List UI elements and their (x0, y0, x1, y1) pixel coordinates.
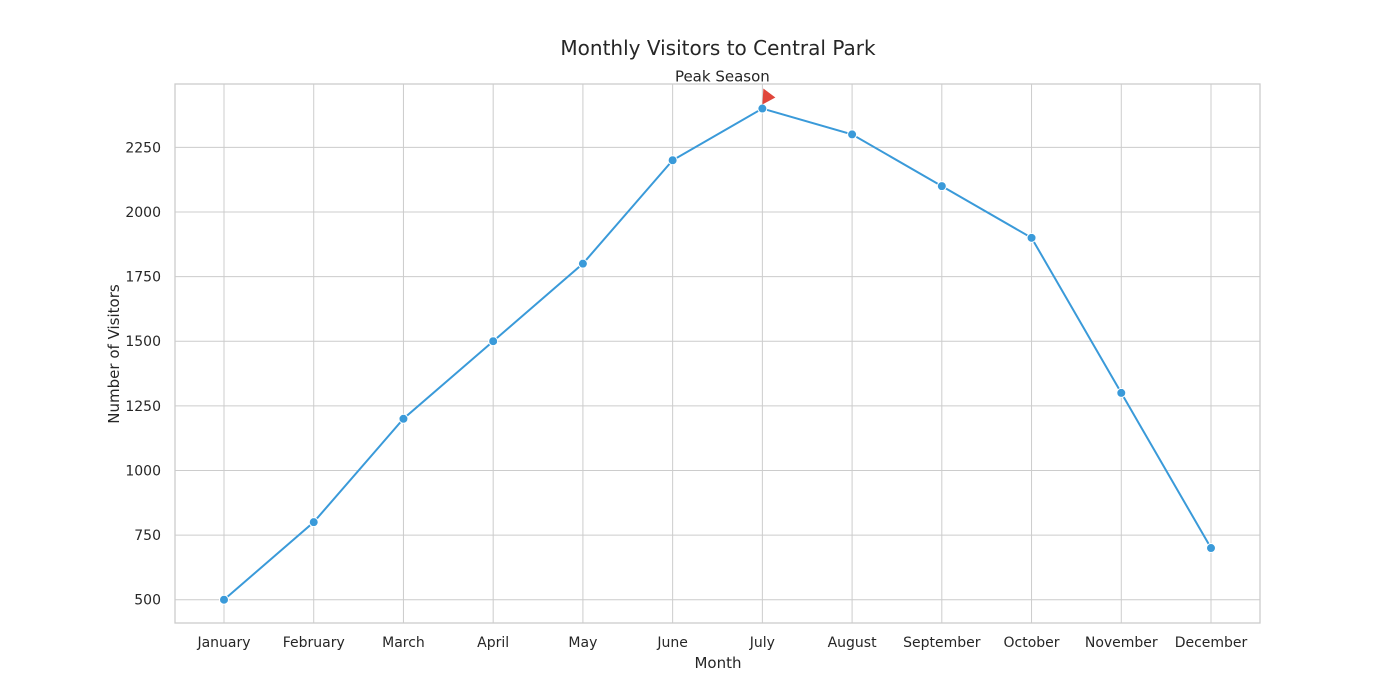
x-tick-label: September (903, 635, 981, 651)
x-tick-label: December (1175, 635, 1248, 651)
y-axis-label: Number of Visitors (105, 284, 123, 424)
x-tick-label: February (283, 635, 345, 651)
y-tick-label: 500 (134, 593, 161, 609)
x-tick-labels: January February March April May June July Augu… (196, 635, 1247, 651)
x-tick-label: April (477, 635, 509, 651)
data-point (1026, 232, 1037, 243)
y-tick-label: 1250 (125, 399, 161, 415)
data-point (1206, 543, 1216, 554)
data-point (847, 129, 858, 140)
x-tick-label: July (749, 635, 775, 651)
annotation-label: Peak Season (675, 68, 770, 86)
x-tick-label: June (656, 635, 688, 651)
data-points (219, 103, 1216, 605)
data-point (219, 594, 229, 605)
x-tick-label: August (828, 635, 878, 651)
y-tick-label: 1500 (125, 334, 161, 350)
chart-title: Monthly Visitors to Central Park (560, 36, 876, 60)
annotation: Peak Season (675, 68, 776, 105)
x-tick-label: October (1004, 635, 1060, 651)
data-point (577, 258, 588, 269)
series-line (223, 107, 1212, 601)
data-point (488, 336, 499, 347)
data-point (936, 181, 947, 192)
x-tick-label: March (382, 635, 425, 651)
x-tick-label: May (568, 635, 597, 651)
x-axis-label: Month (694, 654, 741, 672)
data-point (667, 155, 678, 166)
x-tick-label: January (196, 635, 250, 651)
data-point (1116, 387, 1127, 398)
y-tick-label: 1750 (125, 270, 161, 286)
data-point (308, 517, 319, 528)
data-point (398, 413, 409, 424)
x-tick-label: November (1085, 635, 1158, 651)
y-tick-label: 2250 (125, 140, 161, 156)
y-tick-labels: 500 750 1000 1250 1500 1750 2000 2250 (125, 140, 161, 608)
y-tick-label: 2000 (125, 205, 161, 221)
data-point (757, 103, 768, 114)
plot-frame (174, 83, 1261, 624)
y-tick-label: 750 (134, 528, 161, 544)
annotation-arrow (762, 88, 776, 105)
y-tick-label: 1000 (125, 463, 161, 479)
grid-lines (175, 84, 1260, 623)
